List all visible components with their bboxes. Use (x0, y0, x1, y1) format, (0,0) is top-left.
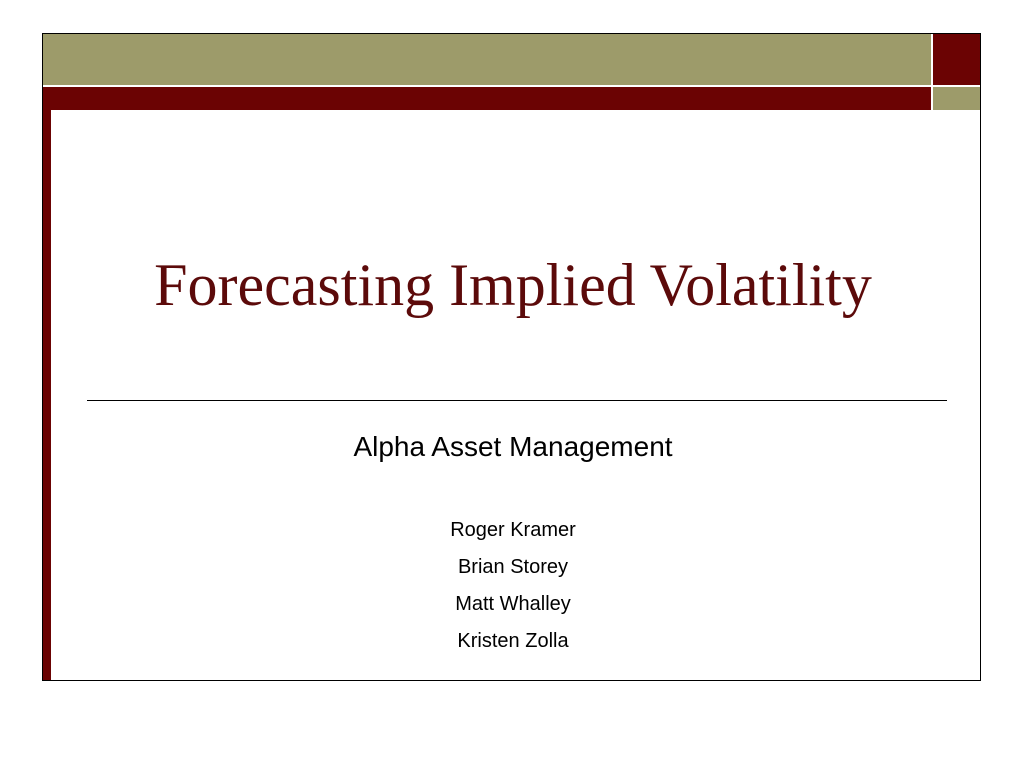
olive-header-band (43, 34, 931, 85)
author-list: Roger Kramer Brian Storey Matt Whalley K… (63, 512, 963, 660)
author-name: Matt Whalley (455, 593, 571, 615)
slide-title: Forecasting Implied Volatility (154, 252, 872, 318)
maroon-corner-square (933, 34, 980, 85)
maroon-header-band (43, 87, 931, 110)
title-divider (87, 400, 947, 401)
author-name: Roger Kramer (450, 519, 576, 541)
author-name: Kristen Zolla (457, 630, 569, 652)
maroon-left-bar (43, 110, 51, 680)
organization-name: Alpha Asset Management (353, 431, 673, 462)
olive-corner-square (933, 87, 980, 110)
title-slide: Forecasting Implied Volatility Alpha Ass… (42, 33, 981, 681)
author-name: Brian Storey (457, 556, 569, 578)
